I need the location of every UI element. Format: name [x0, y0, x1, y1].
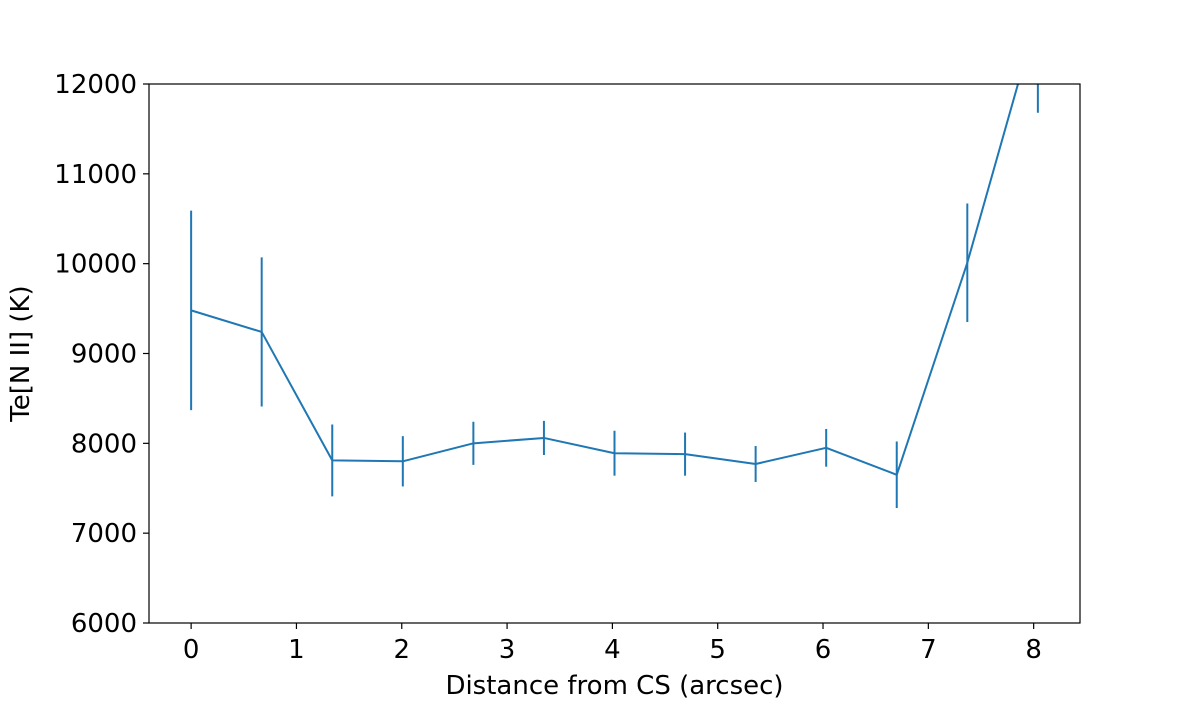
y-axis-label: Te[N II] (K) — [6, 285, 36, 422]
y-tick-label: 10000 — [54, 250, 137, 280]
x-axis-label: Distance from CS (arcsec) — [445, 671, 783, 700]
x-tick-label: 2 — [393, 635, 410, 665]
x-tick-label: 4 — [604, 635, 621, 665]
y-tick-label: 11000 — [54, 160, 137, 190]
x-tick-label: 1 — [288, 635, 305, 665]
y-tick-label: 7000 — [71, 519, 137, 549]
x-tick-label: 3 — [499, 635, 516, 665]
x-tick-label: 5 — [709, 635, 726, 665]
x-tick-label: 0 — [183, 635, 200, 665]
x-tick-label: 7 — [920, 635, 937, 665]
y-tick-label: 8000 — [71, 429, 137, 459]
x-tick-label: 8 — [1025, 635, 1042, 665]
y-tick-label: 9000 — [71, 340, 137, 370]
y-tick-label: 6000 — [71, 609, 137, 639]
x-tick-label: 6 — [815, 635, 832, 665]
series-line — [191, 14, 1038, 475]
y-tick-label: 12000 — [54, 70, 137, 100]
plot-area-frame — [149, 84, 1080, 623]
